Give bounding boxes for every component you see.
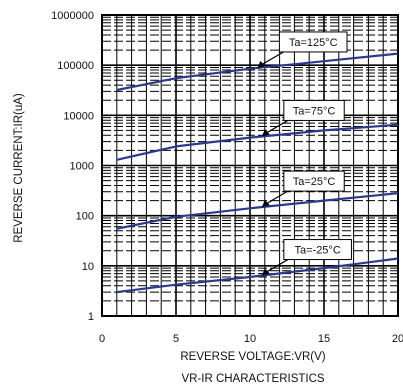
annotations: Ta=125°C Ta=75°C Ta=25°C Ta=-25°C: [257, 31, 352, 276]
annotation-leader-1: [263, 119, 289, 135]
plot-frame: [101, 14, 399, 317]
y-tick-label: 100000: [57, 60, 94, 72]
annotation-leader-0: [259, 51, 284, 67]
x-tick-label: 0: [99, 333, 105, 345]
tick-labels: 0 5 10 15 20 1 10 100 1000 10000 100000 1000000: [51, 10, 403, 345]
chart-title: VR-IR CHARACTERISTICS: [181, 373, 324, 385]
annotation-box-3: [283, 239, 352, 261]
x-tick-label: 15: [318, 333, 330, 345]
x-axis-title: REVERSE VOLTAGE:VR(V): [180, 351, 325, 363]
plot-border: [101, 14, 399, 317]
annotation-leader-3: [263, 259, 289, 275]
y-axis-title: REVERSE CURRENT:IR(uA): [13, 93, 25, 243]
y-tick-label: 10: [82, 261, 94, 273]
y-tick-label: 1000: [70, 161, 94, 173]
annotation-label-0: Ta=125°C: [289, 37, 338, 49]
x-tick-label: 5: [173, 333, 179, 345]
annotation-box-2: [283, 170, 345, 192]
annotation-label-1: Ta=75°C: [293, 105, 336, 117]
series-line-0: [116, 52, 399, 92]
x-tick-label: 10: [244, 333, 256, 345]
y-tick-label: 100: [76, 211, 94, 223]
annotation-label-3: Ta=-25°C: [294, 245, 340, 257]
x-tick-label: 20: [392, 333, 403, 345]
annotation-label-2: Ta=25°C: [293, 176, 336, 188]
annotation-arrowhead-2: [261, 200, 270, 208]
series-lines: [116, 52, 399, 294]
chart-grid: [101, 14, 399, 317]
annotation-arrowhead-0: [257, 60, 266, 68]
annotation-arrowhead-1: [261, 129, 270, 137]
series-line-2: [116, 192, 399, 230]
series-line-3: [116, 257, 399, 294]
annotation-leader-2: [263, 190, 289, 206]
annotation-box-1: [283, 99, 345, 121]
y-tick-label: 1000000: [51, 10, 94, 22]
y-tick-label: 10000: [63, 110, 94, 122]
annotation-arrowhead-3: [261, 268, 270, 276]
annotation-box-0: [278, 31, 348, 53]
series-line-1: [116, 123, 399, 161]
y-tick-label: 1: [88, 311, 94, 323]
